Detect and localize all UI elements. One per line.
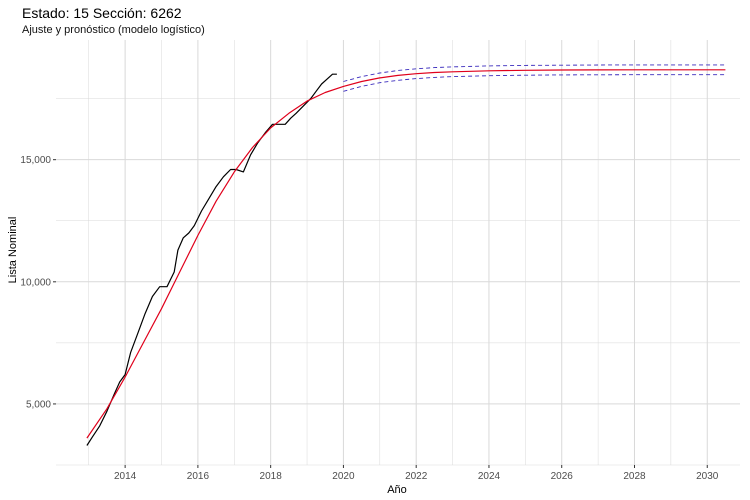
- y-axis-title: Lista Nominal: [7, 217, 19, 284]
- observed-series-line: [86, 73, 337, 446]
- upper-interval-line: [343, 64, 726, 82]
- x-tick-label: 2022: [405, 471, 428, 482]
- chart-subtitle: Ajuste y pronóstico (modelo logístico): [22, 24, 205, 36]
- lower-interval-line: [343, 74, 726, 92]
- x-tick-label: 2028: [623, 471, 646, 482]
- grid-minor: [56, 40, 740, 466]
- chart-title: Estado: 15 Sección: 6262: [22, 5, 182, 21]
- x-tick-label: 2014: [114, 471, 137, 482]
- ticks: 2014 2016 2018 2020 2022 2024 2026 2028 2030 5,00…: [20, 155, 718, 482]
- y-tick-label: 10,000: [20, 277, 51, 288]
- x-tick-label: 2016: [187, 471, 210, 482]
- fitted-series-line: [86, 69, 726, 439]
- x-tick-label: 2018: [260, 471, 283, 482]
- series-layer: [86, 64, 726, 446]
- x-tick-label: 2026: [551, 471, 574, 482]
- x-tick-label: 2030: [696, 471, 719, 482]
- y-tick-label: 15,000: [20, 155, 51, 166]
- y-tick-label: 5,000: [26, 399, 51, 410]
- x-tick-label: 2020: [332, 471, 355, 482]
- grid-major: [56, 40, 740, 465]
- x-tick-label: 2024: [478, 471, 501, 482]
- x-axis-title: Año: [387, 484, 407, 496]
